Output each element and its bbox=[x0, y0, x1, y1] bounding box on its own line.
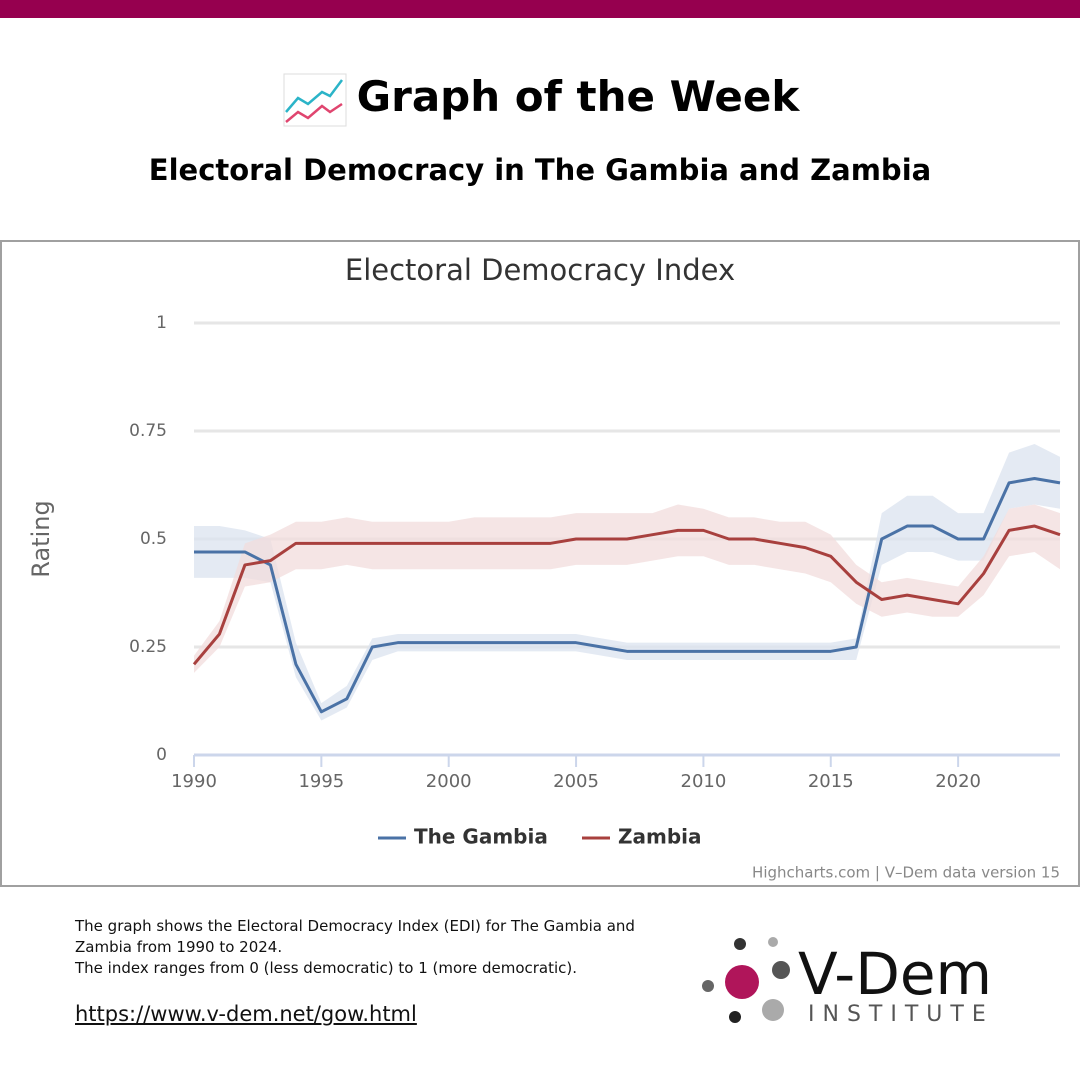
logo-dot bbox=[762, 999, 784, 1021]
page-title-text: Graph of the Week bbox=[356, 72, 800, 121]
y-tick-label: 0.25 bbox=[129, 637, 167, 657]
page-title: Graph of the Week bbox=[0, 72, 1080, 121]
icon-frame bbox=[283, 73, 347, 127]
logo: V-Dem INSTITUTE bbox=[702, 937, 994, 1027]
logo-dot bbox=[725, 965, 759, 999]
logo-dot bbox=[734, 938, 746, 950]
data-line bbox=[194, 477, 1061, 714]
x-tick-label: 1995 bbox=[298, 771, 344, 792]
logo-dot bbox=[729, 1011, 741, 1023]
caption-line: The index ranges from 0 (less democratic… bbox=[75, 959, 578, 977]
page-subtitle: Electoral Democracy in The Gambia and Za… bbox=[148, 153, 932, 187]
legend-label: Zambia bbox=[618, 825, 702, 849]
confidence-band bbox=[194, 504, 1060, 673]
caption: The graph shows the Electoral Democracy … bbox=[75, 916, 665, 979]
y-tick-label: 1 bbox=[156, 313, 167, 333]
y-tick-label: 0.5 bbox=[140, 529, 167, 549]
credits: Highcharts.com | V–Dem data version 15 bbox=[752, 864, 1060, 882]
icon-line bbox=[285, 79, 343, 113]
confidence-band bbox=[194, 443, 1060, 721]
logo-subtitle: INSTITUTE bbox=[808, 1002, 994, 1027]
legend-label: The Gambia bbox=[414, 825, 548, 849]
logo-dot bbox=[772, 961, 790, 979]
x-tick-label: 1990 bbox=[171, 771, 217, 792]
data-line bbox=[192, 524, 1061, 666]
y-axis-label: Rating bbox=[27, 500, 55, 577]
caption-line: The graph shows the Electoral Democracy … bbox=[75, 917, 635, 956]
icon-line bbox=[285, 102, 343, 123]
chart-title: Electoral Democracy Index bbox=[345, 253, 735, 287]
top-bar bbox=[0, 0, 1080, 18]
link[interactable]: https://www.v-dem.net/gow.html bbox=[75, 1002, 417, 1026]
chart-icon bbox=[283, 73, 347, 127]
x-tick-label: 2000 bbox=[426, 771, 472, 792]
x-tick-label: 2010 bbox=[681, 771, 727, 792]
y-tick-label: 0.75 bbox=[129, 421, 167, 441]
logo-name: V-Dem bbox=[798, 940, 992, 1008]
chart-frame bbox=[0, 240, 1080, 887]
logo-dot bbox=[702, 980, 714, 992]
logo-dot bbox=[768, 937, 778, 947]
y-tick-label: 0 bbox=[156, 745, 167, 765]
x-tick-label: 2015 bbox=[808, 771, 854, 792]
x-tick-label: 2005 bbox=[553, 771, 599, 792]
x-tick-label: 2020 bbox=[935, 771, 981, 792]
chart: Electoral Democracy Index Rating Highcha… bbox=[27, 253, 1061, 882]
